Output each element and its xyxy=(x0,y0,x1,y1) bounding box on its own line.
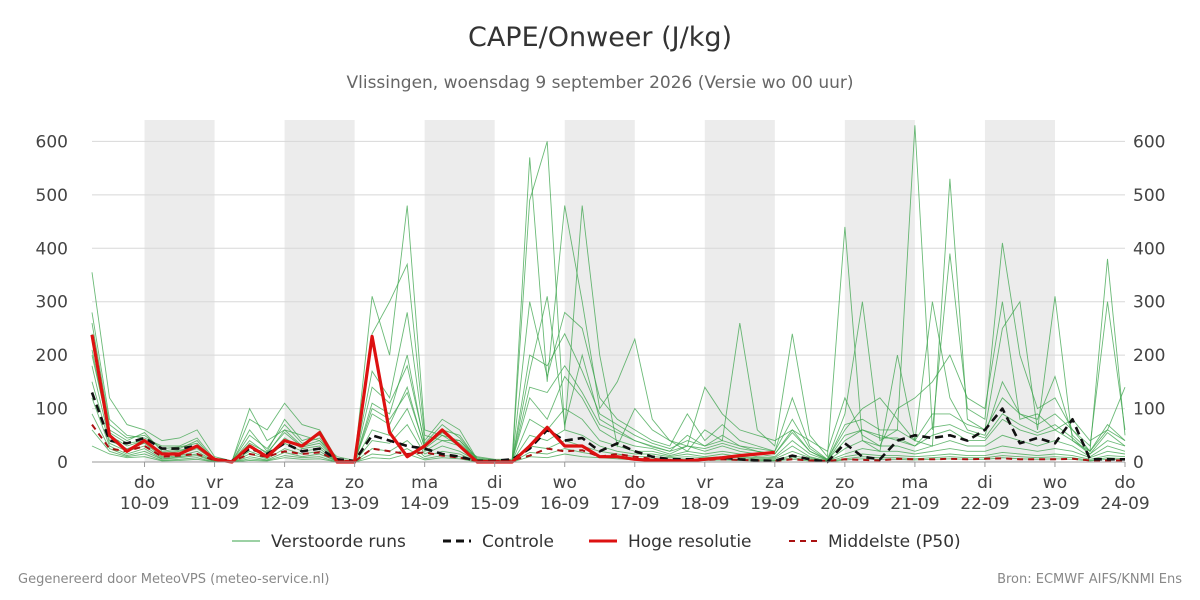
ensemble-member-line xyxy=(91,157,1126,462)
x-tick-date-label: 20-09 xyxy=(820,494,869,514)
footer-source: Bron: ECMWF AIFS/KNMI Ens xyxy=(997,572,1182,587)
x-tick-day-label: vr xyxy=(206,473,223,493)
x-tick-day-label: zo xyxy=(345,473,364,493)
x-tick-date-label: 23-09 xyxy=(1030,494,1079,514)
y-tick-label-left: 400 xyxy=(36,239,68,259)
legend-ensemble-label: Verstoorde runs xyxy=(271,532,406,552)
x-tick-date-label: 16-09 xyxy=(540,494,589,514)
y-tick-label-left: 600 xyxy=(36,132,68,152)
ensemble-member-line xyxy=(91,296,1126,462)
y-tick-label-left: 500 xyxy=(36,186,68,206)
x-tick-day-label: vr xyxy=(696,473,713,493)
footer-generator: Gegenereerd door MeteoVPS (meteo-service… xyxy=(18,572,330,587)
x-tick-day-label: do xyxy=(134,473,155,493)
y-tick-label-left: 300 xyxy=(36,293,68,313)
legend-hires-label: Hoge resolutie xyxy=(628,532,752,552)
x-tick-day-label: ma xyxy=(411,473,438,493)
x-tick-date-label: 13-09 xyxy=(330,494,379,514)
ensemble-member-line xyxy=(91,413,1126,463)
ensemble-member-line xyxy=(91,141,1126,462)
hires-line xyxy=(90,334,775,464)
x-tick-date-label: 24-09 xyxy=(1100,494,1149,514)
x-tick-date-label: 10-09 xyxy=(120,494,169,514)
x-tick-day-label: wo xyxy=(1043,473,1067,493)
x-tick-day-label: wo xyxy=(553,473,577,493)
shaded-day-band xyxy=(704,120,775,462)
legend: Verstoorde runs Controle Hoge resolutie Mid… xyxy=(232,532,961,552)
axes: 0 0 100 100 200 200 300 300 400 400 500 500 600 600 do… xyxy=(36,132,1166,514)
y-tick-label-right: 0 xyxy=(1133,453,1144,473)
x-tick-date-label: 11-09 xyxy=(190,494,239,514)
x-tick-date-label: 12-09 xyxy=(260,494,309,514)
shaded-day-band xyxy=(424,120,495,462)
y-tick-label-right: 300 xyxy=(1133,293,1165,313)
y-tick-label-left: 200 xyxy=(36,346,68,366)
x-tick-day-label: ma xyxy=(901,473,928,493)
y-tick-label-right: 200 xyxy=(1133,346,1165,366)
legend-median-label: Middelste (P50) xyxy=(828,532,961,552)
control-line xyxy=(90,392,1125,464)
y-tick-label-right: 400 xyxy=(1133,239,1165,259)
x-tick-date-label: 17-09 xyxy=(610,494,659,514)
x-tick-day-label: di xyxy=(977,473,993,493)
ensemble-member-line xyxy=(91,355,1126,462)
legend-control-label: Controle xyxy=(482,532,554,552)
y-tick-label-right: 100 xyxy=(1133,400,1165,420)
x-tick-date-label: 15-09 xyxy=(470,494,519,514)
y-tick-label-left: 100 xyxy=(36,400,68,420)
shaded-day-band xyxy=(144,120,215,462)
x-tick-day-label: di xyxy=(487,473,503,493)
main-series-lines xyxy=(90,334,1125,464)
chart-title: CAPE/Onweer (J/kg) xyxy=(467,22,732,53)
x-tick-day-label: do xyxy=(624,473,645,493)
ensemble-member-line xyxy=(91,323,1126,462)
shaded-day-band xyxy=(284,120,355,462)
x-tick-day-label: do xyxy=(1114,473,1135,493)
x-tick-date-label: 18-09 xyxy=(680,494,729,514)
x-tick-day-label: za xyxy=(765,473,784,493)
ensemble-member-line xyxy=(91,125,1126,462)
chart-subtitle: Vlissingen, woensdag 9 september 2026 (V… xyxy=(346,73,854,93)
shaded-day-band xyxy=(564,120,635,462)
y-tick-label-right: 600 xyxy=(1133,132,1165,152)
x-tick-day-label: za xyxy=(275,473,294,493)
x-tick-date-label: 14-09 xyxy=(400,494,449,514)
ensemble-member-line xyxy=(91,397,1126,463)
y-tick-label-right: 500 xyxy=(1133,186,1165,206)
shaded-day-band xyxy=(844,120,915,462)
x-tick-day-label: zo xyxy=(835,473,854,493)
y-tick-label-left: 0 xyxy=(57,453,68,473)
x-tick-date-label: 21-09 xyxy=(890,494,939,514)
x-tick-date-label: 22-09 xyxy=(960,494,1009,514)
x-tick-date-label: 19-09 xyxy=(750,494,799,514)
